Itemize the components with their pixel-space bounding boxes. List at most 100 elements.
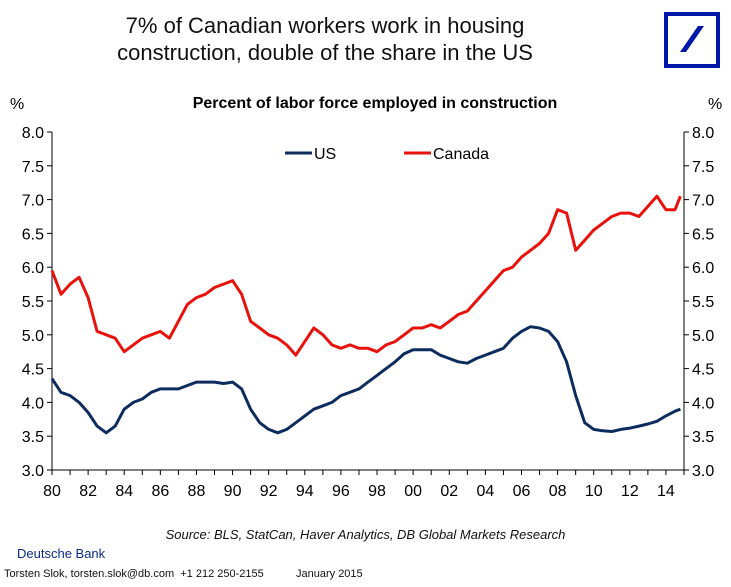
data-point-us [611, 430, 613, 432]
data-point-us [565, 361, 567, 363]
data-point-us [322, 405, 324, 407]
data-point-us [268, 428, 270, 430]
x-tick-label: 04 [476, 483, 494, 500]
data-point-canada [367, 347, 369, 349]
data-point-us [602, 430, 604, 432]
data-point-us [168, 388, 170, 390]
data-point-us [177, 388, 179, 390]
data-point-us [376, 374, 378, 376]
data-point-canada [358, 347, 360, 349]
headline: 7% of Canadian workers work in housing c… [55, 12, 595, 66]
data-point-us [439, 354, 441, 356]
data-point-us [222, 382, 224, 384]
data-point-canada [511, 266, 513, 268]
data-point-canada [656, 195, 658, 197]
data-point-us [358, 388, 360, 390]
data-point-canada [150, 334, 152, 336]
data-point-us [141, 398, 143, 400]
data-point-us [150, 391, 152, 393]
data-point-canada [204, 293, 206, 295]
data-point-canada [349, 344, 351, 346]
data-point-us [547, 330, 549, 332]
data-point-us [295, 422, 297, 424]
data-point-us [60, 391, 62, 393]
data-point-us [51, 378, 53, 380]
data-point-canada [538, 242, 540, 244]
data-point-canada [249, 320, 251, 322]
data-point-canada [565, 212, 567, 214]
y-tick-label-left: 6.0 [22, 260, 44, 277]
data-point-canada [430, 324, 432, 326]
data-point-us [502, 347, 504, 349]
axes: 3.0 3.0 3.5 3.5 4.0 4.0 4.5 4.5 5.0 5.0 5.5 5.5 6.0 6… [22, 125, 715, 500]
data-point-canada [593, 229, 595, 231]
data-point-canada [313, 327, 315, 329]
y-tick-label-right: 4.0 [692, 395, 714, 412]
footer-date: January 2015 [296, 568, 363, 580]
legend-label-canada: Canada [433, 146, 489, 163]
data-point-us [114, 425, 116, 427]
data-point-us [638, 425, 640, 427]
data-point-canada [575, 249, 577, 251]
y-tick-label-right: 8.0 [692, 125, 714, 142]
x-tick-label: 00 [404, 483, 422, 500]
data-point-us [679, 408, 681, 410]
data-point-us [620, 428, 622, 430]
footer-bank-name: Deutsche Bank [17, 546, 106, 561]
data-point-us [69, 394, 71, 396]
y-tick-label-right: 5.5 [692, 294, 714, 311]
data-point-canada [647, 205, 649, 207]
y-tick-label-left: 3.5 [22, 429, 44, 446]
data-point-canada [385, 344, 387, 346]
data-point-canada [105, 334, 107, 336]
data-point-us [538, 327, 540, 329]
x-tick-label: 06 [513, 483, 531, 500]
data-point-us [213, 381, 215, 383]
y-tick-label-left: 8.0 [22, 125, 44, 142]
chart-title: Percent of labor force employed in const… [193, 95, 558, 112]
data-point-us [186, 384, 188, 386]
data-point-canada [620, 212, 622, 214]
data-point-us [132, 401, 134, 403]
data-point-us [240, 388, 242, 390]
data-point-us [520, 330, 522, 332]
x-tick-label: 80 [43, 483, 61, 500]
data-point-us [412, 349, 414, 351]
footer-contact: Torsten Slok, torsten.slok@db.com +1 212… [4, 568, 264, 580]
data-point-canada [421, 327, 423, 329]
data-point-us [249, 408, 251, 410]
y-tick-label-right: 6.5 [692, 226, 714, 243]
data-point-us [556, 340, 558, 342]
data-point-us [286, 428, 288, 430]
data-point-canada [277, 337, 279, 339]
data-point-canada [475, 300, 477, 302]
data-point-us [448, 357, 450, 359]
x-tick-label: 94 [296, 483, 314, 500]
y-tick-label-right: 7.0 [692, 193, 714, 210]
data-point-us [394, 361, 396, 363]
data-point-canada [376, 351, 378, 353]
data-point-canada [240, 293, 242, 295]
data-point-us [457, 361, 459, 363]
data-point-canada [331, 344, 333, 346]
data-point-canada [114, 337, 116, 339]
y-tick-label-right: 7.5 [692, 159, 714, 176]
data-point-us [159, 388, 161, 390]
data-point-canada [78, 276, 80, 278]
x-tick-label: 98 [368, 483, 386, 500]
data-point-us [105, 432, 107, 434]
data-point-canada [51, 269, 53, 271]
data-point-us [629, 427, 631, 429]
data-point-us [204, 381, 206, 383]
x-tick-label: 96 [332, 483, 350, 500]
data-point-canada [177, 320, 179, 322]
legend-label-us: US [314, 146, 336, 163]
x-tick-label: 86 [151, 483, 169, 500]
x-tick-label: 12 [621, 483, 639, 500]
data-point-us [656, 420, 658, 422]
data-point-us [403, 353, 405, 355]
data-point-us [123, 408, 125, 410]
data-point-us [304, 415, 306, 417]
data-point-canada [556, 209, 558, 211]
